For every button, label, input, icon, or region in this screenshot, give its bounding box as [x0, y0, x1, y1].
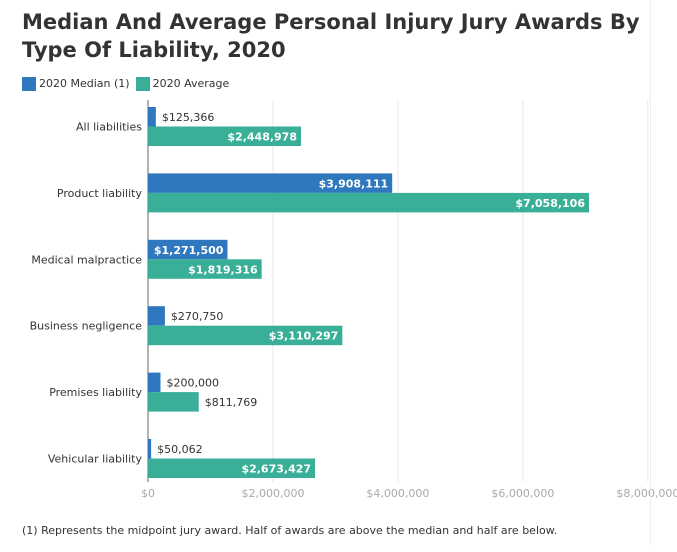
category-label: Vehicular liability — [48, 453, 143, 466]
data-label: $270,750 — [171, 310, 224, 323]
category-label: Product liability — [57, 187, 143, 200]
bar-median — [148, 239, 228, 260]
legend-swatch-median — [22, 77, 36, 91]
x-tick-label: $2,000,000 — [241, 487, 304, 500]
legend-label-median: 2020 Median (1) — [39, 77, 130, 90]
bar-median — [148, 107, 156, 127]
x-tick-label: $4,000,000 — [366, 487, 429, 500]
data-label: $3,908,111 — [319, 177, 389, 190]
category-label: Premises liability — [49, 386, 142, 399]
legend-label-average: 2020 Average — [152, 77, 230, 90]
data-label: $2,673,427 — [241, 463, 311, 476]
bar-average — [148, 126, 302, 146]
data-label: $125,366 — [162, 111, 215, 124]
legend-item-median[interactable]: 2020 Median (1) — [22, 77, 130, 91]
footnote: (1) Represents the midpoint jury award. … — [22, 524, 558, 537]
bar-median — [148, 306, 165, 326]
divider — [650, 0, 651, 545]
data-label: $811,769 — [205, 396, 258, 409]
bar-median — [148, 372, 161, 393]
bar-median — [148, 173, 393, 193]
legend: 2020 Median (1) 2020 Average — [22, 77, 229, 91]
category-label: Business negligence — [30, 320, 143, 333]
bar-average — [148, 392, 199, 412]
x-tick-label: $6,000,000 — [491, 487, 554, 500]
data-label: $1,271,500 — [154, 244, 224, 257]
bar-median — [148, 439, 152, 459]
data-label: $200,000 — [166, 377, 219, 390]
legend-item-average[interactable]: 2020 Average — [135, 77, 230, 91]
data-label: $3,110,297 — [269, 330, 339, 343]
x-tick-label: $8,000,000 — [616, 487, 677, 500]
bar-average — [148, 458, 316, 478]
category-label: Medical malpractice — [31, 253, 142, 266]
legend-swatch-average — [135, 77, 150, 91]
data-label: $50,062 — [157, 443, 203, 456]
data-label: $2,448,978 — [227, 131, 297, 144]
chart-title: Median And Average Personal Injury Jury … — [22, 10, 640, 62]
category-label: All liabilities — [76, 121, 142, 134]
data-label: $7,058,106 — [515, 197, 585, 210]
data-label: $1,819,316 — [188, 263, 258, 276]
x-tick-label: $0 — [141, 487, 155, 500]
bar-average — [148, 259, 262, 279]
bar-average — [148, 325, 343, 346]
bar-average — [148, 192, 589, 213]
